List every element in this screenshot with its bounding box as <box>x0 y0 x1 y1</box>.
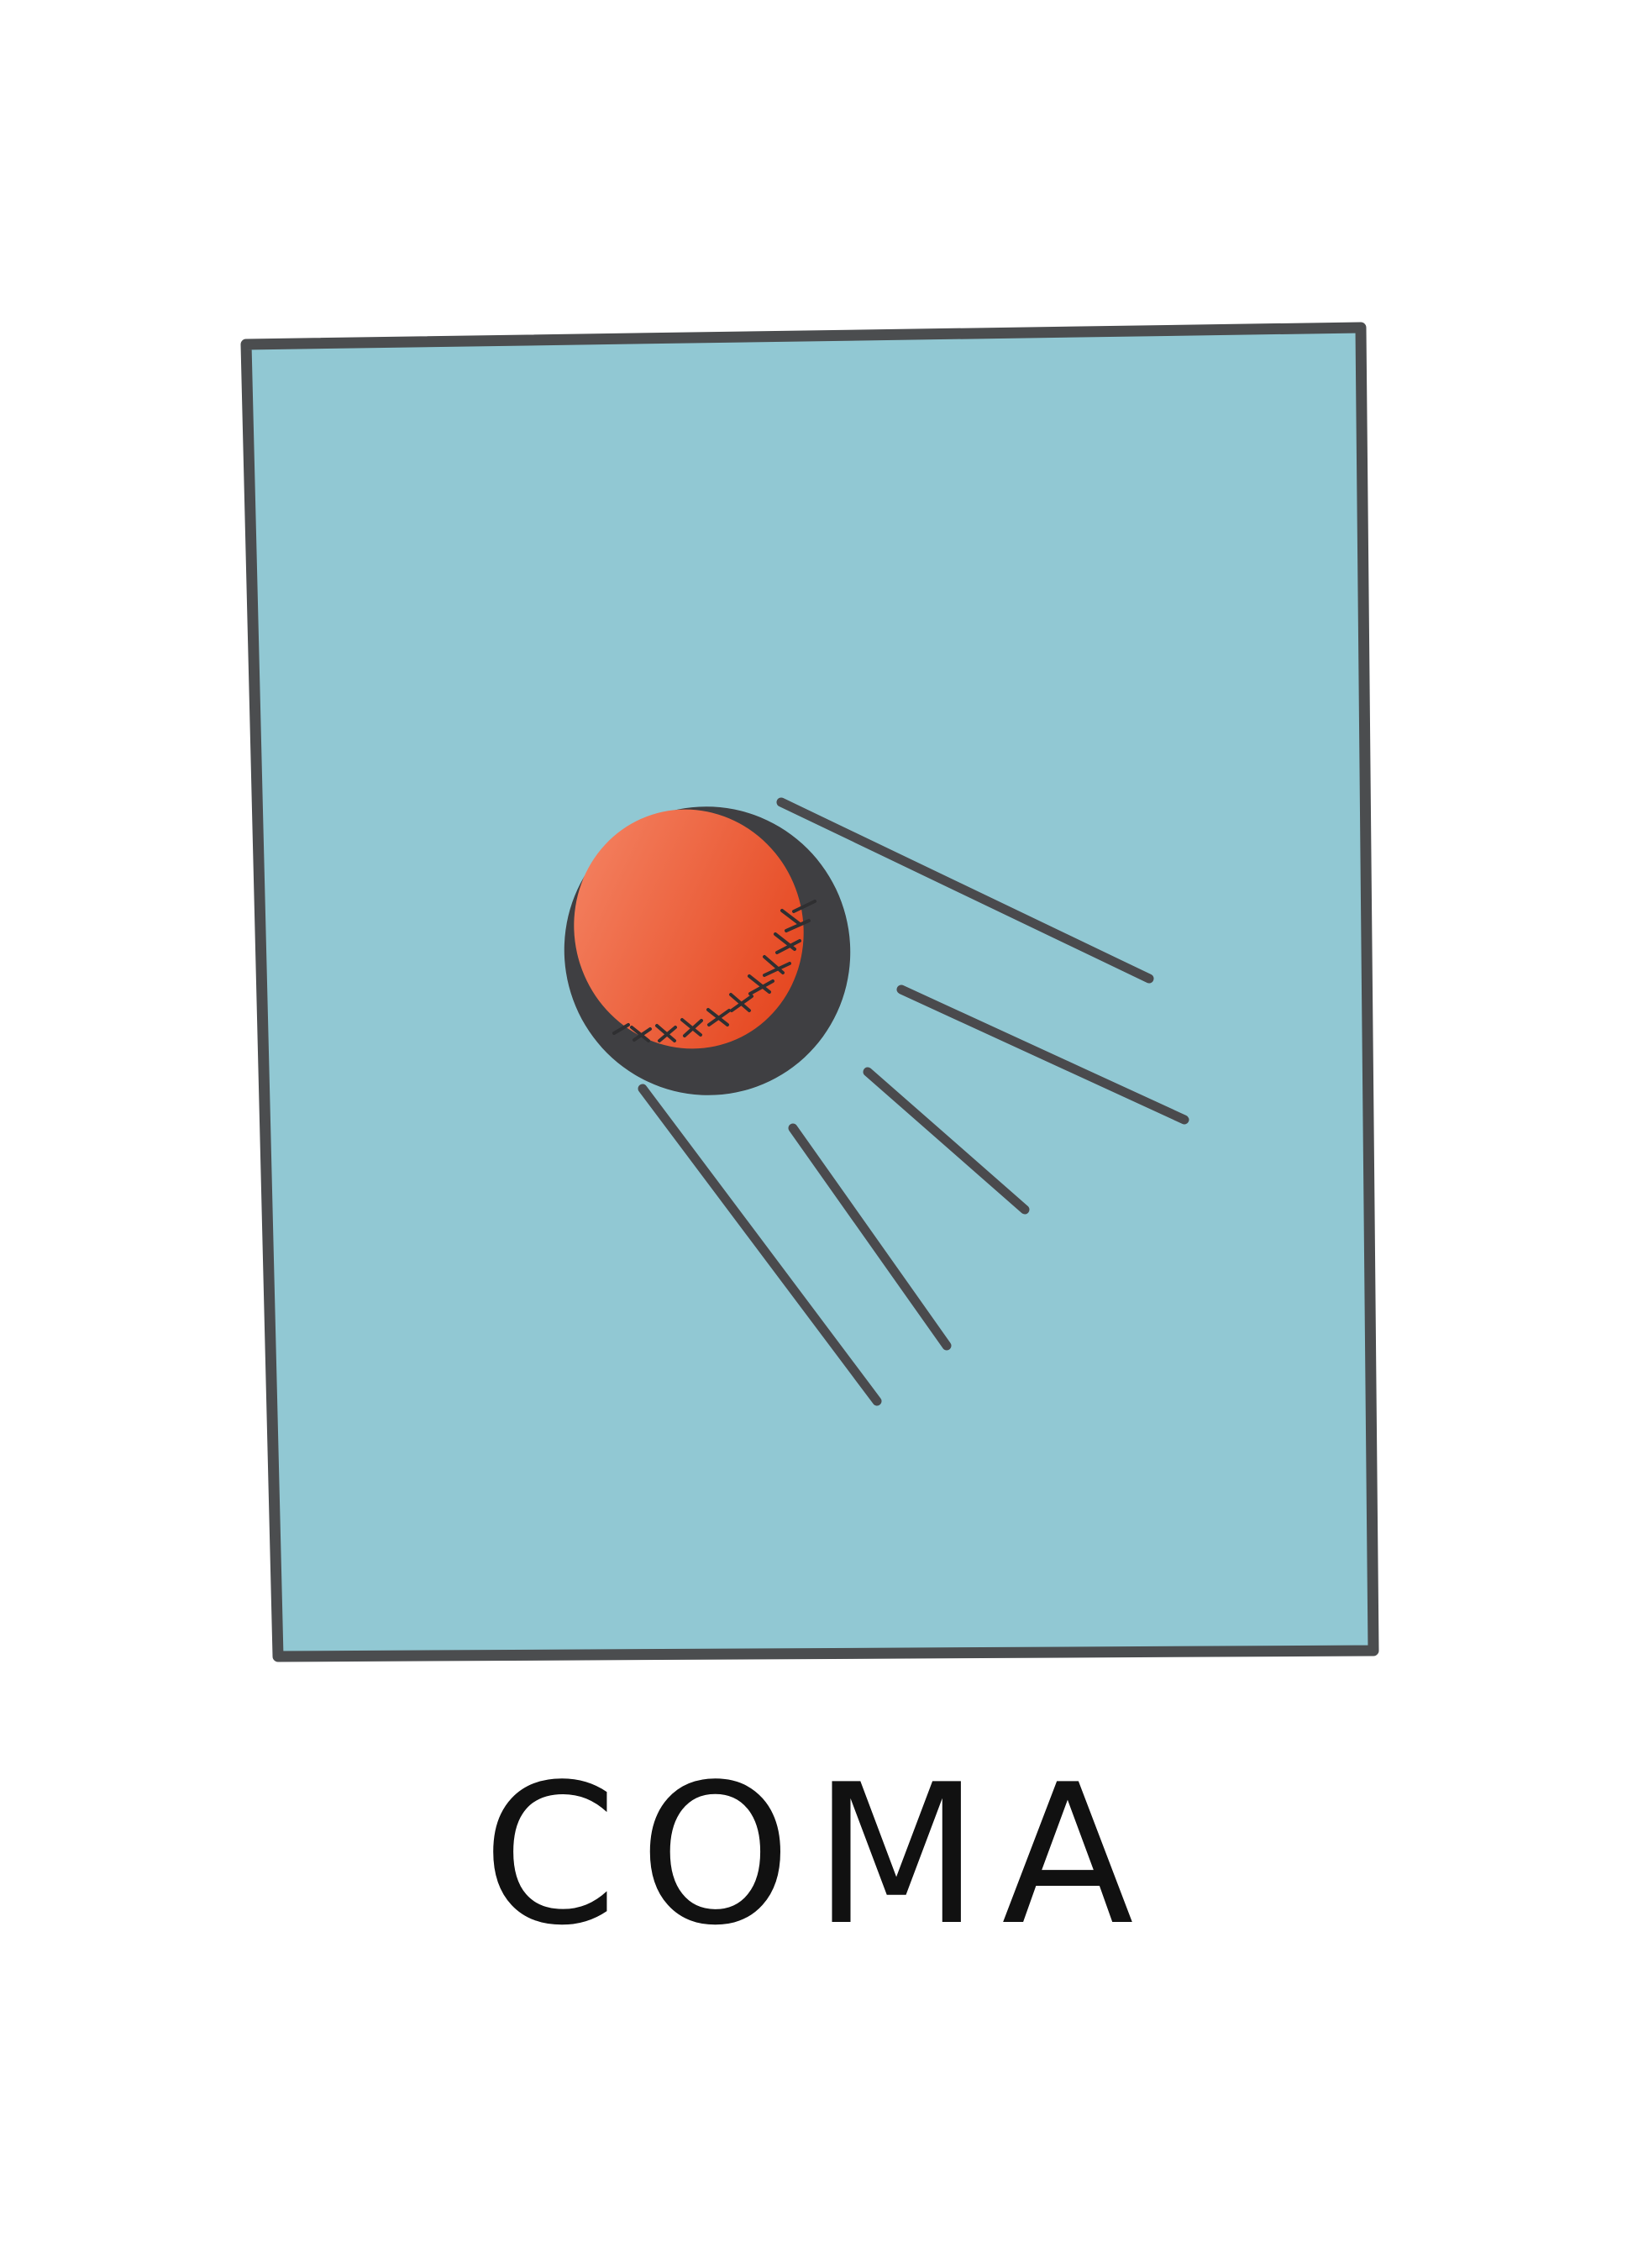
sphere-hatching <box>612 900 816 1042</box>
antenna-line-5 <box>638 1084 882 1406</box>
antenna-line-3 <box>863 1067 1030 1215</box>
caption-title: COMA <box>482 1744 1156 1968</box>
antenna-line-1 <box>776 797 1154 984</box>
antenna-line-2 <box>896 984 1189 1125</box>
sputnik-sphere <box>574 809 804 1049</box>
sputnik-satellite-icon <box>564 797 1189 1406</box>
antenna-line-4 <box>788 1123 952 1351</box>
antenna-lines <box>638 797 1189 1406</box>
